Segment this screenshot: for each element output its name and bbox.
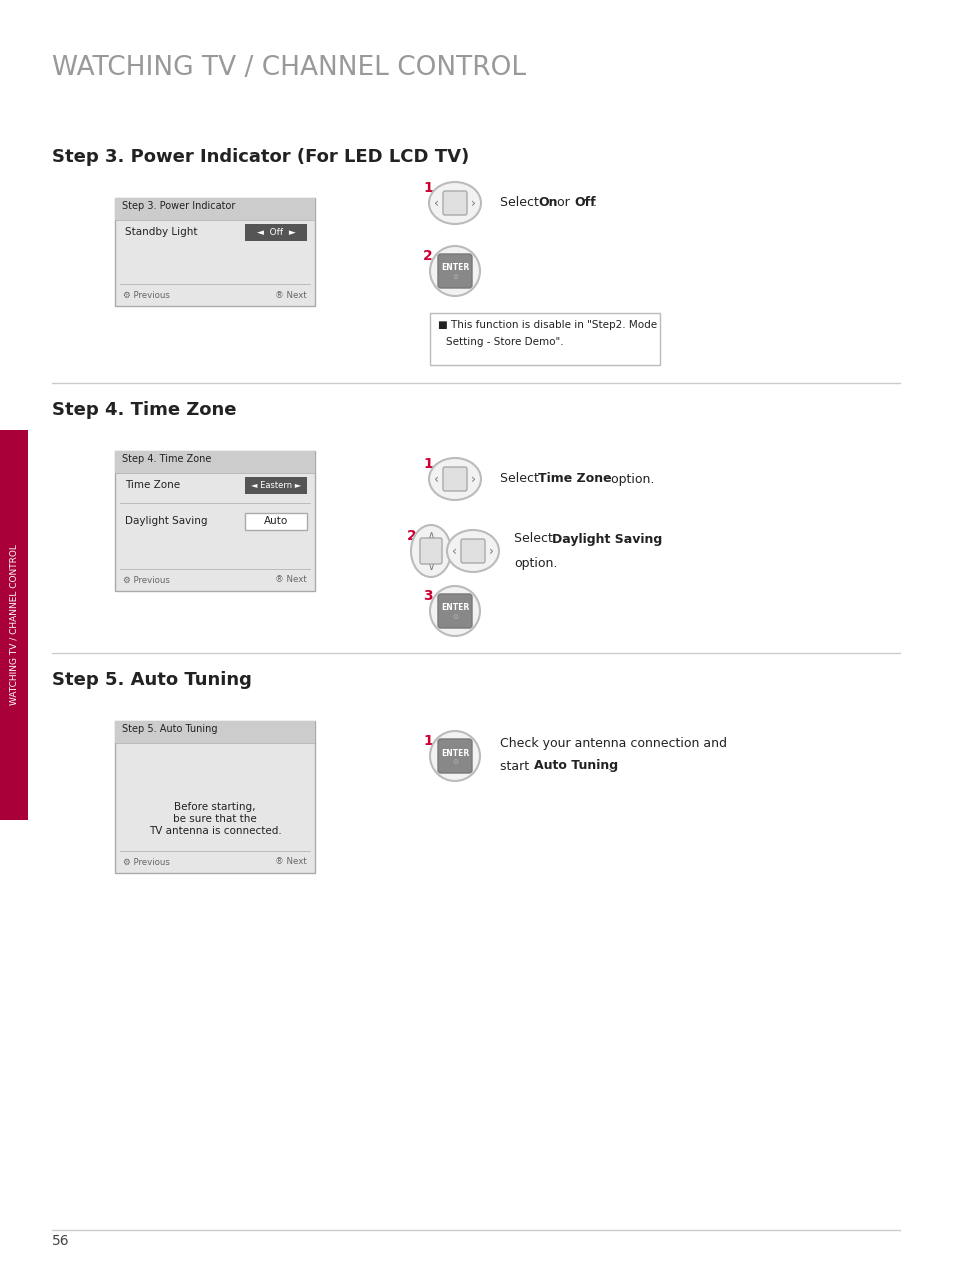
Ellipse shape xyxy=(447,530,498,572)
Text: Off: Off xyxy=(574,196,595,210)
Text: On: On xyxy=(537,196,557,210)
Ellipse shape xyxy=(411,525,451,577)
Text: ■ This function is disable in "Step2. Mode: ■ This function is disable in "Step2. Mo… xyxy=(437,321,657,329)
FancyBboxPatch shape xyxy=(430,313,659,365)
Text: ® Next: ® Next xyxy=(275,290,307,299)
Text: ›: › xyxy=(470,472,475,486)
Text: ENTER: ENTER xyxy=(440,603,469,613)
Text: Before starting,
be sure that the
TV antenna is connected.: Before starting, be sure that the TV ant… xyxy=(149,803,281,836)
Text: ‹: ‹ xyxy=(434,472,439,486)
Text: start: start xyxy=(499,759,533,772)
FancyBboxPatch shape xyxy=(115,452,314,591)
FancyBboxPatch shape xyxy=(442,191,467,215)
Text: ›: › xyxy=(470,196,475,210)
FancyBboxPatch shape xyxy=(245,513,307,529)
FancyBboxPatch shape xyxy=(115,721,314,873)
FancyBboxPatch shape xyxy=(419,538,441,563)
Text: Time Zone: Time Zone xyxy=(537,472,611,486)
FancyBboxPatch shape xyxy=(115,198,314,220)
Text: ⚙ Previous: ⚙ Previous xyxy=(123,290,170,299)
Text: ∨: ∨ xyxy=(427,562,435,572)
Text: Step 5. Auto Tuning: Step 5. Auto Tuning xyxy=(122,724,217,734)
FancyBboxPatch shape xyxy=(245,224,307,240)
Ellipse shape xyxy=(429,458,480,500)
Text: ⚙ Previous: ⚙ Previous xyxy=(123,857,170,866)
FancyBboxPatch shape xyxy=(115,721,314,743)
Text: ENTER: ENTER xyxy=(440,263,469,272)
Text: ⊙: ⊙ xyxy=(452,614,457,619)
Ellipse shape xyxy=(430,731,479,781)
Text: 1: 1 xyxy=(422,181,433,195)
Text: ® Next: ® Next xyxy=(275,857,307,866)
Text: .: . xyxy=(593,196,597,210)
Text: ∧: ∧ xyxy=(427,530,435,541)
Text: ENTER: ENTER xyxy=(440,748,469,758)
FancyBboxPatch shape xyxy=(437,254,472,287)
Text: Auto Tuning: Auto Tuning xyxy=(534,759,618,772)
Text: Select: Select xyxy=(499,196,542,210)
Text: Check your antenna connection and: Check your antenna connection and xyxy=(499,738,726,750)
Text: 1: 1 xyxy=(422,457,433,471)
Text: option.: option. xyxy=(606,472,654,486)
Text: Step 5. Auto Tuning: Step 5. Auto Tuning xyxy=(52,672,252,689)
Text: 3: 3 xyxy=(422,589,432,603)
Ellipse shape xyxy=(430,245,479,296)
Text: Select: Select xyxy=(514,533,557,546)
Text: .: . xyxy=(607,759,612,772)
Text: Step 3. Power Indicator: Step 3. Power Indicator xyxy=(122,201,235,211)
Text: ⊙: ⊙ xyxy=(452,759,457,764)
Text: Select: Select xyxy=(499,472,542,486)
Text: ‹: ‹ xyxy=(452,544,457,557)
FancyBboxPatch shape xyxy=(437,594,472,628)
Text: ® Next: ® Next xyxy=(275,575,307,585)
Text: or: or xyxy=(553,196,573,210)
Text: Time Zone: Time Zone xyxy=(125,480,180,490)
Text: Step 3. Power Indicator (For LED LCD TV): Step 3. Power Indicator (For LED LCD TV) xyxy=(52,148,469,167)
Text: Standby Light: Standby Light xyxy=(125,226,197,237)
Text: ⊙: ⊙ xyxy=(452,273,457,280)
Text: WATCHING TV / CHANNEL CONTROL: WATCHING TV / CHANNEL CONTROL xyxy=(10,544,18,706)
Text: ◄ Eastern ►: ◄ Eastern ► xyxy=(251,481,301,490)
Text: Step 4. Time Zone: Step 4. Time Zone xyxy=(122,454,212,464)
Text: ›: › xyxy=(488,544,493,557)
FancyBboxPatch shape xyxy=(460,539,484,563)
Text: Auto: Auto xyxy=(264,516,288,527)
FancyBboxPatch shape xyxy=(115,452,314,473)
FancyBboxPatch shape xyxy=(437,739,472,773)
Text: Daylight Saving: Daylight Saving xyxy=(125,516,208,527)
Text: Step 4. Time Zone: Step 4. Time Zone xyxy=(52,401,236,418)
Ellipse shape xyxy=(429,182,480,224)
Text: 1: 1 xyxy=(422,734,433,748)
Text: Daylight Saving: Daylight Saving xyxy=(552,533,661,546)
Text: ⚙ Previous: ⚙ Previous xyxy=(123,575,170,585)
FancyBboxPatch shape xyxy=(115,198,314,307)
FancyBboxPatch shape xyxy=(442,467,467,491)
Text: 2: 2 xyxy=(407,529,416,543)
FancyBboxPatch shape xyxy=(0,430,28,820)
Text: ‹: ‹ xyxy=(434,196,439,210)
Text: ◄  Off  ►: ◄ Off ► xyxy=(256,228,295,237)
FancyBboxPatch shape xyxy=(245,477,307,494)
Text: Setting - Store Demo".: Setting - Store Demo". xyxy=(446,337,563,347)
Text: WATCHING TV / CHANNEL CONTROL: WATCHING TV / CHANNEL CONTROL xyxy=(52,55,525,81)
Text: 2: 2 xyxy=(422,249,433,263)
Ellipse shape xyxy=(430,586,479,636)
Text: option.: option. xyxy=(514,557,557,570)
Text: 56: 56 xyxy=(52,1234,70,1248)
